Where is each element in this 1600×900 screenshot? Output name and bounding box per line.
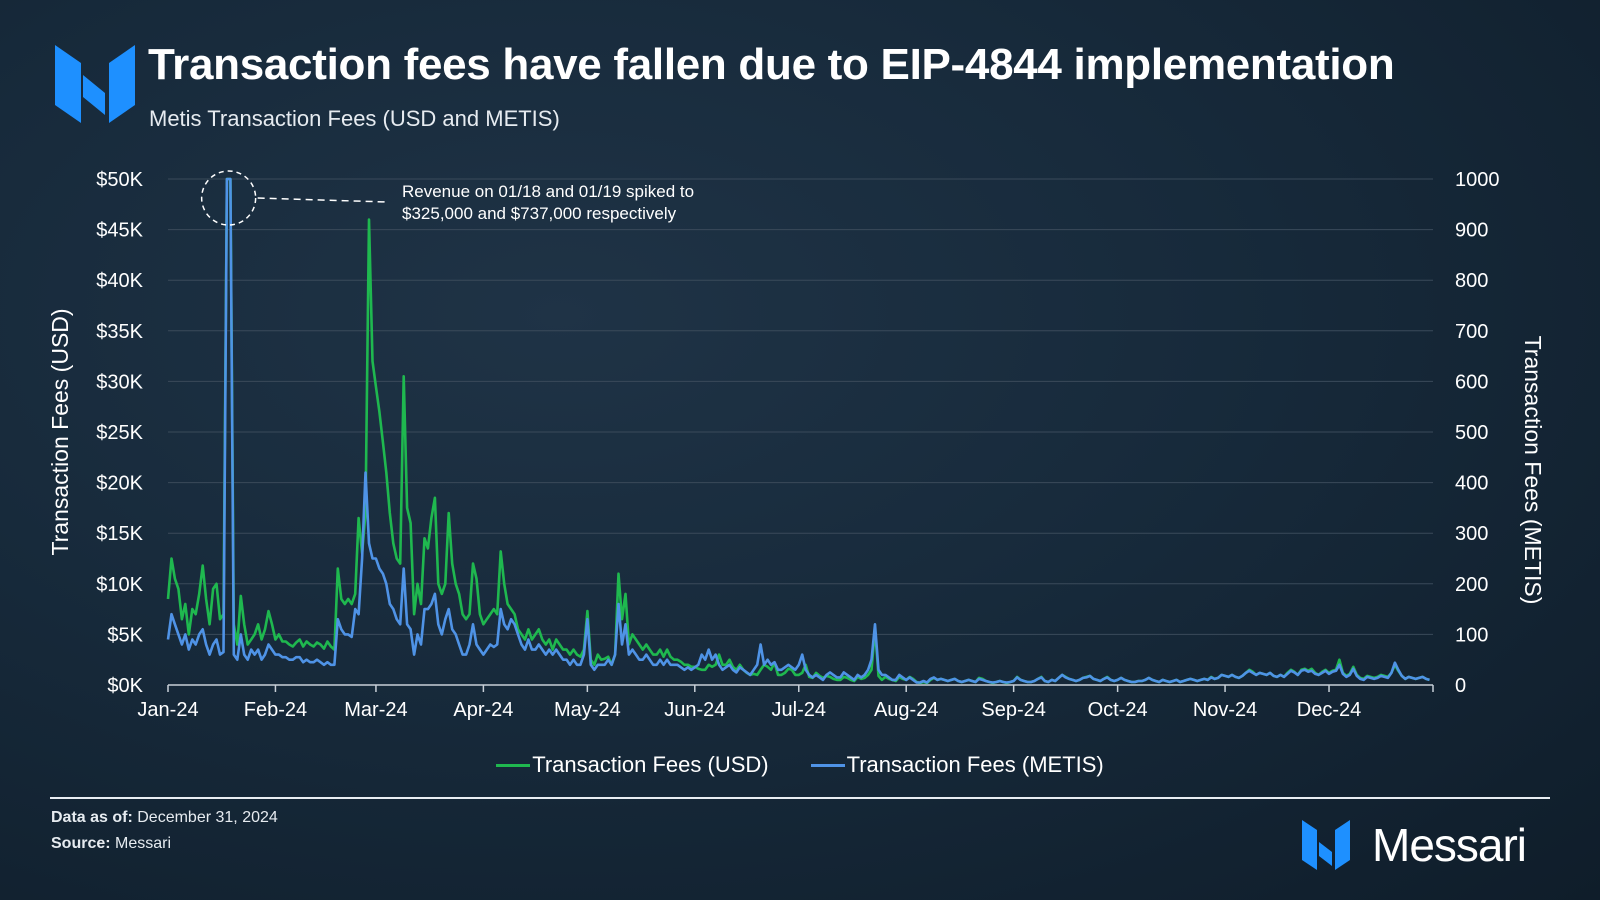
y-left-tick-label: $20K (96, 473, 143, 495)
brand-wordmark: Messari (1372, 819, 1527, 871)
y-right-tick-label: 700 (1455, 321, 1488, 343)
data-as-of-label: Data as of: (51, 809, 133, 826)
y-left-tick-label: $5K (107, 624, 143, 646)
legend-label-metis: Transaction Fees (METIS) (846, 752, 1104, 777)
x-tick-label: Jun-24 (664, 699, 725, 721)
legend-swatch-metis (810, 763, 845, 767)
y-left-tick-label: $45K (96, 220, 143, 242)
x-tick-label: Jul-24 (772, 699, 826, 721)
x-tick-label: Nov-24 (1193, 699, 1257, 721)
y-right-tick-label: 200 (1455, 574, 1488, 596)
source-note: Source: Messari (51, 835, 171, 853)
x-tick-label: Jan-24 (137, 699, 198, 721)
messari-logo-icon (1302, 820, 1350, 870)
y-right-tick-label: 1000 (1455, 169, 1500, 191)
x-tick-label: May-24 (554, 699, 621, 721)
y-left-tick-label: $15K (96, 523, 143, 545)
x-tick-label: Aug-24 (874, 699, 939, 721)
y-right-tick-label: 500 (1455, 422, 1488, 444)
y-right-tick-label: 400 (1455, 473, 1488, 495)
y-left-tick-label: $30K (96, 371, 143, 393)
annotation-text-line2: $325,000 and $737,000 respectively (402, 204, 677, 223)
y-left-tick-label: $10K (96, 574, 143, 596)
y-right-tick-label: 600 (1455, 371, 1488, 393)
source-value: Messari (115, 835, 172, 852)
y-right-tick-label: 800 (1455, 270, 1488, 292)
y-right-tick-label: 900 (1455, 220, 1488, 242)
footer-divider (50, 797, 1550, 799)
data-as-of: Data as of: December 31, 2024 (51, 809, 278, 827)
page-subtitle: Metis Transaction Fees (USD and METIS) (149, 106, 560, 131)
y-right-tick-label: 0 (1455, 675, 1466, 697)
series-line-usd (166, 177, 1430, 685)
legend-item-metis: Transaction Fees (METIS) (810, 752, 1104, 778)
x-tick-label: Feb-24 (244, 699, 307, 721)
metis-logo-icon (55, 45, 135, 123)
annotation-leader-line (257, 197, 388, 203)
legend: Transaction Fees (USD) Transaction Fees … (0, 752, 1600, 778)
page-title: Transaction fees have fallen due to EIP-… (148, 40, 1395, 89)
source-label: Source: (51, 835, 111, 852)
y-right-tick-label: 300 (1455, 523, 1488, 545)
annotation-text-line1: Revenue on 01/18 and 01/19 spiked to (402, 182, 694, 201)
data-as-of-value: December 31, 2024 (137, 809, 278, 826)
x-tick-label: Mar-24 (344, 699, 407, 721)
y-left-tick-label: $25K (96, 422, 143, 444)
x-tick-label: Dec-24 (1297, 699, 1361, 721)
y-left-tick-label: $40K (96, 270, 143, 292)
x-tick-label: Sep-24 (981, 699, 1046, 721)
x-tick-label: Oct-24 (1088, 699, 1148, 721)
y-left-tick-label: $35K (96, 321, 143, 343)
legend-item-usd: Transaction Fees (USD) (496, 752, 769, 778)
series-line-metis (166, 177, 1430, 684)
y-left-tick-label: $0K (107, 675, 143, 697)
x-tick-label: Apr-24 (453, 699, 513, 721)
annotation-circle (200, 170, 257, 226)
legend-label-usd: Transaction Fees (USD) (532, 752, 769, 777)
legend-swatch-usd (496, 763, 531, 767)
y-left-axis-title: Transaction Fees (USD) (47, 308, 73, 555)
y-left-tick-label: $50K (96, 169, 143, 191)
y-right-tick-label: 100 (1455, 624, 1488, 646)
y-right-axis-title: Transaction Fees (METIS) (1520, 336, 1546, 605)
